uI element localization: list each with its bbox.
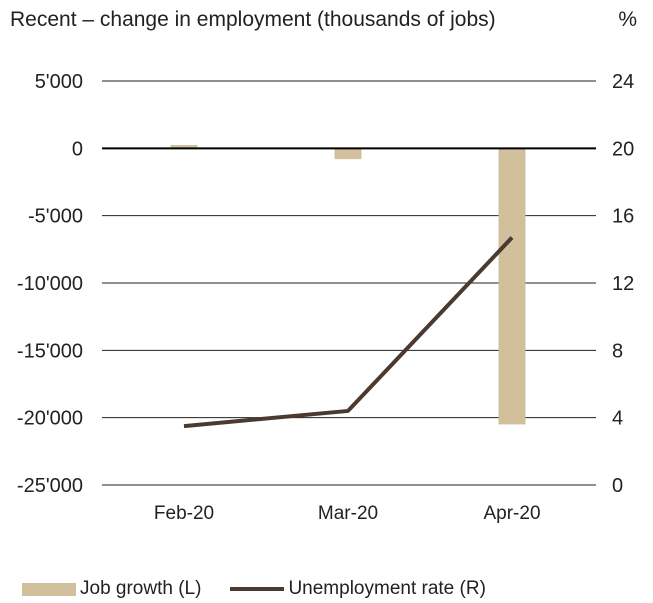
- bar-Apr-20: [498, 148, 526, 425]
- legend-item-unemployment: Unemployment rate (R): [230, 578, 486, 600]
- bar-Mar-20: [334, 148, 362, 160]
- x-axis-ticks: Feb-20 Mar-20 Apr-20: [154, 503, 541, 524]
- bar-series: [170, 144, 526, 425]
- x-tick-label: Feb-20: [154, 503, 214, 524]
- line-series: [183, 236, 514, 429]
- left-tick-label: -5'000: [28, 206, 83, 228]
- unemployment-line: [183, 236, 514, 429]
- right-tick-label: 0: [612, 475, 623, 497]
- left-axis-ticks: 5'000 0 -5'000 -10'000 -15'000 -20'000 -25'000: [17, 71, 83, 497]
- legend-label-job-growth: Job growth (L): [80, 578, 202, 599]
- left-tick-label: -10'000: [17, 273, 83, 295]
- left-tick-label: 0: [72, 138, 83, 160]
- legend-item-job-growth: Job growth (L): [22, 578, 201, 600]
- legend-swatch-bar: [22, 582, 76, 596]
- right-axis-ticks: 24 20 16 12 8 4 0: [612, 71, 634, 497]
- right-tick-label: 24: [612, 71, 634, 93]
- right-tick-label: 4: [612, 408, 623, 430]
- chart-title: Recent – change in employment (thousands…: [10, 8, 496, 31]
- right-tick-label: 20: [612, 138, 634, 160]
- x-tick-label: Mar-20: [318, 503, 378, 524]
- right-tick-label: 8: [612, 340, 623, 362]
- left-tick-label: -25'000: [17, 475, 83, 497]
- legend-label-unemployment: Unemployment rate (R): [288, 578, 486, 599]
- x-tick-label: Apr-20: [483, 503, 540, 524]
- legend-swatch-line: [230, 587, 285, 591]
- bar-Feb-20: [170, 144, 198, 149]
- right-tick-label: 16: [612, 206, 634, 228]
- left-tick-label: -15'000: [17, 340, 83, 362]
- right-axis-unit: %: [618, 8, 637, 31]
- right-tick-label: 12: [612, 273, 634, 295]
- left-tick-label: 5'000: [35, 71, 83, 93]
- legend: Job growth (L) Unemployment rate (R): [22, 578, 515, 600]
- left-tick-label: -20'000: [17, 408, 83, 430]
